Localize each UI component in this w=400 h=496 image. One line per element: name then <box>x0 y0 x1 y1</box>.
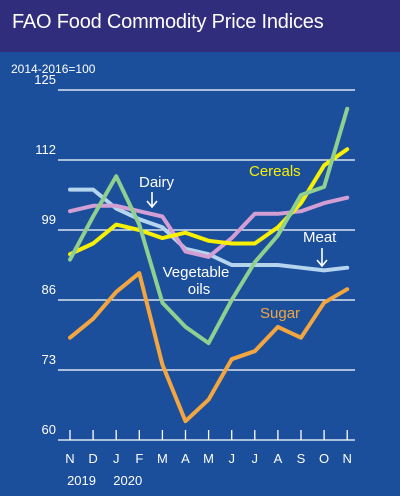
x-tick-label: J <box>113 451 120 466</box>
dairy-arrow-icon <box>146 192 158 209</box>
y-tick-label: 60 <box>42 422 56 437</box>
meat-label: Meat <box>303 229 337 246</box>
cereals-label: Cereals <box>249 163 301 180</box>
series-line-meat <box>68 187 350 273</box>
chart-title: FAO Food Commodity Price Indices <box>0 0 400 52</box>
x-tick-label: N <box>65 451 74 466</box>
x-tick-label: J <box>228 451 235 466</box>
vegetable-oils-label-line1: Vegetable <box>163 264 230 281</box>
x-tick-label: A <box>181 451 190 466</box>
meat-arrow-icon <box>316 248 328 268</box>
x-tick-label: M <box>203 451 214 466</box>
dairy-label: Dairy <box>139 174 175 191</box>
x-tick-label: M <box>157 451 168 466</box>
y-tick-label: 112 <box>35 142 56 157</box>
x-tick-label: S <box>297 451 306 466</box>
sugar-label: Sugar <box>260 305 300 322</box>
vegetable-oils-label-line2: oils <box>188 281 211 298</box>
year-label: 2020 <box>113 473 142 488</box>
x-tick-label: J <box>252 451 259 466</box>
unit-label: 2014-2016=100 <box>11 62 96 76</box>
x-tick-label: A <box>274 451 283 466</box>
x-tick-label: O <box>319 451 329 466</box>
y-tick-label: 73 <box>42 352 56 367</box>
y-tick-label: 86 <box>42 282 56 297</box>
series-line-sugar <box>68 271 350 424</box>
series-line-vegetable-oils <box>68 106 350 346</box>
y-tick-label: 125 <box>34 72 56 87</box>
series-line-cereals <box>68 147 350 257</box>
series-lines <box>68 106 350 424</box>
series-line-dairy <box>68 195 350 259</box>
year-label: 2019 <box>67 473 96 488</box>
x-tick-label: N <box>343 451 352 466</box>
y-tick-label: 99 <box>42 212 56 227</box>
x-tick-label: F <box>135 451 143 466</box>
x-tick-label: D <box>88 451 97 466</box>
